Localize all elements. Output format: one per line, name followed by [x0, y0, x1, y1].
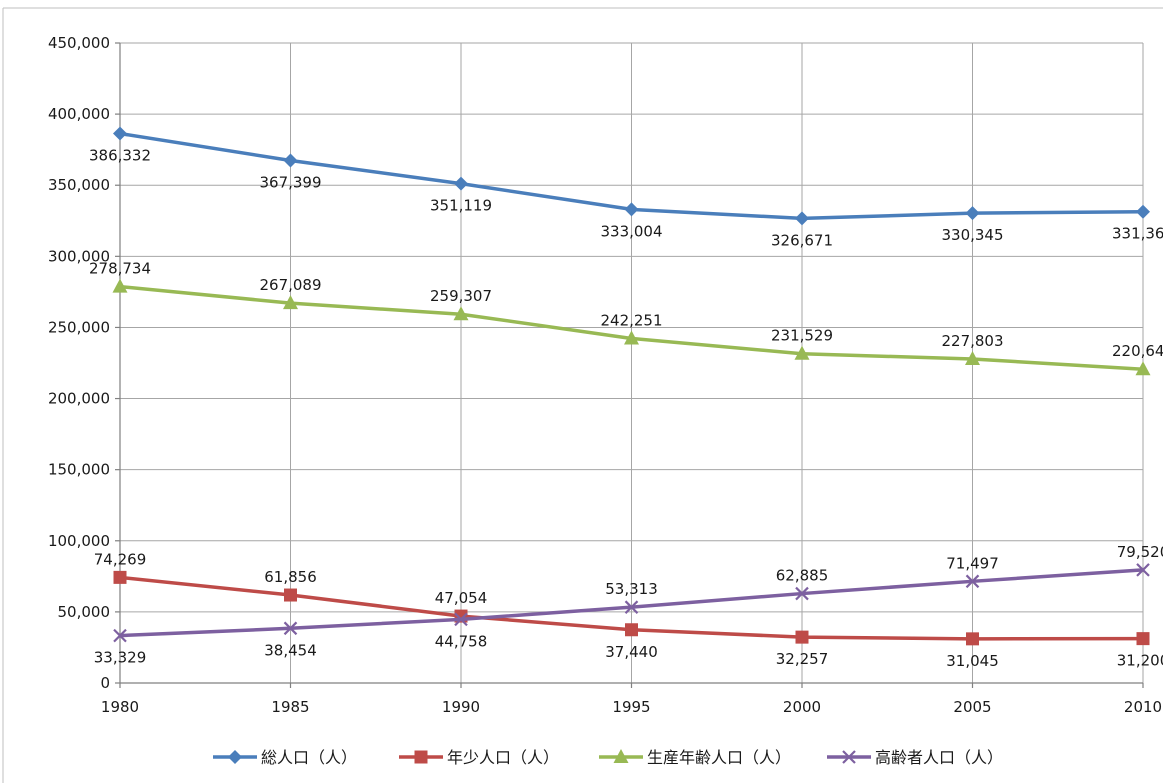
chart-border	[2, 7, 1163, 783]
data-label: 32,257	[776, 650, 829, 668]
data-label: 31,200	[1117, 652, 1163, 670]
legend-marker	[842, 750, 856, 764]
legend-label: 生産年齢人口（人）	[647, 748, 791, 767]
data-label: 259,307	[430, 287, 492, 305]
data-label: 71,497	[946, 554, 999, 572]
data-label: 61,856	[264, 568, 317, 586]
y-tick-label: 400,000	[48, 105, 110, 123]
data-label: 267,089	[259, 276, 321, 294]
data-label: 33,329	[94, 649, 147, 667]
data-point-生産年齢人口人-1980	[112, 278, 128, 293]
data-point-総人口人-1995	[624, 202, 639, 217]
data-label: 326,671	[771, 231, 833, 249]
data-point-年少人口人-2005	[966, 632, 979, 646]
legend-item-高齢者人口人: 高齢者人口（人）	[827, 748, 1003, 767]
data-point-総人口人-2010	[1136, 204, 1150, 219]
y-tick-label: 450,000	[48, 34, 110, 52]
data-point-高齢者人口人-2010	[1136, 563, 1150, 577]
data-labels: 386,332 367,399 351,119 333,004 326,671 330,3…	[89, 147, 1163, 670]
x-axis-tick-labels: 1980 1985 1990 1995 2000 2005 2010	[101, 698, 1162, 716]
data-label: 242,251	[600, 311, 662, 329]
data-label: 331,366	[1112, 225, 1163, 243]
data-label: 38,454	[264, 641, 317, 659]
data-label: 367,399	[259, 173, 321, 191]
data-point-高齢者人口人-1990	[454, 612, 468, 627]
data-point-年少人口人-1980	[113, 570, 127, 584]
y-tick-label: 150,000	[48, 461, 110, 479]
x-tick-label: 1985	[271, 698, 309, 716]
legend-item-年少人口人: 年少人口（人）	[399, 748, 559, 767]
data-label: 231,529	[771, 327, 833, 345]
data-point-総人口人-1980	[113, 126, 127, 141]
data-label: 53,313	[605, 580, 658, 598]
y-tick-label: 250,000	[48, 318, 110, 336]
data-point-年少人口人-2000	[795, 630, 809, 644]
data-label: 37,440	[605, 643, 658, 661]
gridlines	[120, 42, 1144, 683]
x-tick-label: 2005	[953, 698, 991, 716]
data-label: 227,803	[941, 332, 1003, 350]
x-tick-label: 2000	[783, 698, 821, 716]
legend-label: 高齢者人口（人）	[875, 748, 1003, 767]
data-label: 31,045	[946, 652, 999, 670]
data-point-生産年齢人口人-1985	[283, 295, 298, 310]
data-label: 62,885	[776, 567, 829, 585]
data-point-年少人口人-1985	[284, 588, 297, 602]
data-point-生産年齢人口人-2010	[1135, 361, 1151, 376]
x-tick-label: 1995	[612, 698, 650, 716]
data-point-総人口人-1985	[283, 153, 298, 168]
data-label: 47,054	[435, 589, 488, 607]
legend-label: 総人口（人）	[261, 748, 357, 767]
legend-item-総人口人: 総人口（人）	[213, 748, 357, 767]
x-tick-label: 1980	[101, 698, 139, 716]
data-point-年少人口人-1995	[625, 623, 638, 637]
data-label: 79,520	[1117, 543, 1163, 561]
y-tick-label: 300,000	[48, 247, 110, 265]
data-point-年少人口人-2010	[1136, 632, 1150, 646]
y-tick-label: 0	[100, 674, 110, 692]
x-tick-label: 2010	[1124, 698, 1162, 716]
data-label: 278,734	[89, 260, 151, 278]
data-label: 386,332	[89, 147, 151, 165]
legend-marker	[228, 750, 242, 764]
data-point-総人口人-2005	[965, 206, 980, 221]
legend-marker	[613, 749, 629, 763]
legend: 総人口（人） 年少人口（人） 生産年齢人口（人） 高齢者人口（人）	[213, 748, 1003, 767]
data-label: 220,646	[1112, 342, 1163, 360]
data-label: 74,269	[94, 550, 147, 568]
data-point-高齢者人口人-2000	[795, 586, 809, 601]
x-tick-label: 1990	[442, 698, 480, 716]
data-point-生産年齢人口人-2000	[794, 345, 810, 360]
data-point-高齢者人口人-1985	[283, 621, 298, 636]
legend-marker	[414, 750, 428, 764]
y-tick-label: 50,000	[58, 603, 111, 621]
data-point-生産年齢人口人-1990	[453, 306, 469, 321]
data-point-生産年齢人口人-1995	[624, 330, 639, 345]
y-tick-label: 200,000	[48, 390, 110, 408]
y-axis-tick-labels: 0 50,000 100,000 150,000 200,000 250,000 300,0…	[48, 34, 110, 692]
legend-item-生産年齢人口人: 生産年齢人口（人）	[599, 748, 791, 767]
data-point-高齢者人口人-1980	[113, 628, 127, 643]
y-tick-label: 350,000	[48, 176, 110, 194]
legend-label: 年少人口（人）	[447, 748, 559, 767]
data-series	[112, 126, 1151, 646]
data-label: 351,119	[430, 197, 492, 215]
data-label: 330,345	[941, 226, 1003, 244]
data-point-生産年齢人口人-2005	[965, 351, 980, 366]
data-point-総人口人-1990	[454, 176, 468, 191]
data-label: 44,758	[435, 632, 488, 650]
data-point-総人口人-2000	[795, 211, 809, 226]
data-point-高齢者人口人-1995	[624, 600, 639, 614]
y-tick-label: 100,000	[48, 532, 110, 550]
data-point-高齢者人口人-2005	[965, 574, 980, 589]
data-label: 333,004	[600, 222, 662, 240]
